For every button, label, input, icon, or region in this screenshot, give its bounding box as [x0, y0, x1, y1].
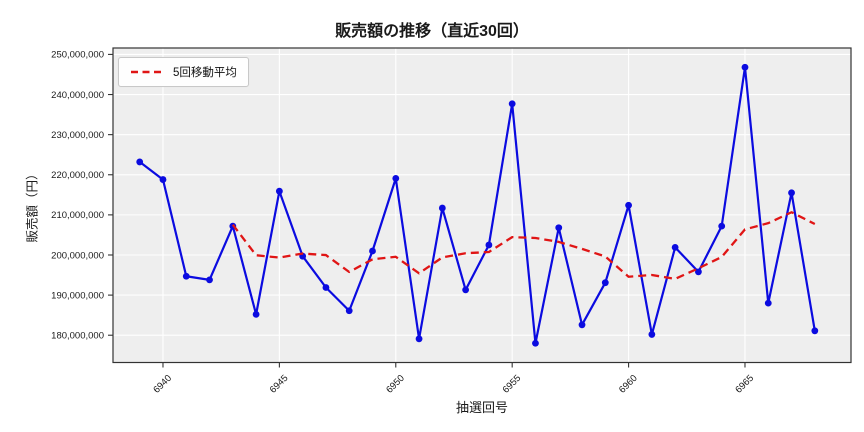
sales-point	[532, 339, 539, 347]
sales-point	[415, 335, 423, 343]
x-axis-label: 抽選回号	[455, 400, 509, 415]
x-tick-label: 6940	[151, 373, 174, 396]
plot-area	[113, 48, 851, 363]
legend-dashed-line-icon	[131, 70, 163, 74]
y-tick-label: 190,000,000	[51, 290, 104, 301]
x-tick-label: 6945	[268, 373, 291, 396]
x-tick-label: 6950	[384, 373, 407, 396]
sales-point	[811, 327, 819, 335]
y-tick-label: 230,000,000	[51, 130, 104, 141]
sales-point	[392, 174, 400, 182]
y-axis-label: 販売額（円）	[25, 167, 40, 243]
x-tick-label: 6960	[617, 373, 640, 396]
x-tick-label: 6965	[733, 373, 756, 396]
sales-point	[252, 310, 260, 318]
x-tick-label: 6955	[501, 373, 524, 396]
y-tick-label: 210,000,000	[51, 210, 104, 221]
sales-point	[764, 299, 772, 307]
sales-point	[345, 307, 353, 315]
sales-point	[718, 222, 726, 230]
sales-point	[555, 224, 563, 232]
legend-label: 5回移動平均	[173, 67, 237, 79]
y-tick-label: 240,000,000	[51, 90, 104, 101]
y-tick-label: 200,000,000	[51, 250, 104, 261]
tick-marks	[108, 53, 746, 368]
sales-point	[159, 176, 167, 183]
sales-point	[275, 187, 283, 195]
sales-point	[136, 158, 144, 166]
sales-point	[741, 63, 749, 71]
sales-point	[438, 204, 446, 212]
sales-point	[182, 272, 190, 280]
sales-point	[322, 284, 330, 291]
sales-markers	[136, 63, 819, 347]
sales-point	[601, 279, 609, 287]
sales-point	[369, 247, 376, 255]
sales-point	[648, 331, 656, 338]
sales-line	[139, 66, 816, 345]
sales-point	[788, 189, 795, 197]
sales-point	[508, 100, 516, 108]
sales-point	[671, 243, 679, 251]
sales-point	[206, 276, 213, 284]
chart-title: 販売額の推移（直近30回）	[335, 23, 529, 40]
y-tick-label: 250,000,000	[51, 50, 104, 61]
plot-border	[112, 47, 852, 364]
sales-point	[625, 201, 632, 209]
moving-average-line	[231, 211, 816, 281]
legend: 5回移動平均	[118, 57, 249, 87]
sales-point	[695, 268, 702, 276]
gridlines	[113, 48, 851, 363]
y-tick-label: 180,000,000	[51, 331, 104, 342]
sales-point	[578, 321, 586, 329]
sales-point	[485, 241, 493, 249]
sales-point	[462, 286, 470, 294]
y-tick-label: 220,000,000	[51, 170, 104, 181]
